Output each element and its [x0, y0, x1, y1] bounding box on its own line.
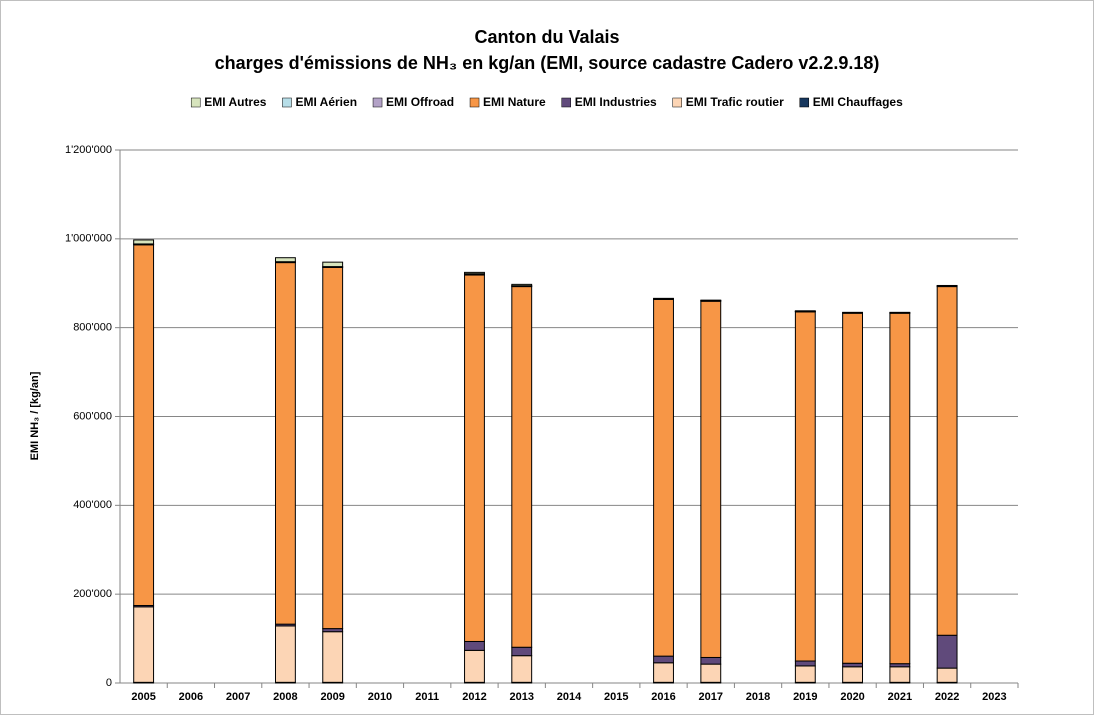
x-tick-label: 2019: [793, 691, 817, 703]
bar-segment: [464, 649, 485, 683]
bar-segment: [511, 655, 533, 683]
y-tick-label: 400'000: [73, 499, 112, 511]
legend-label: EMI Nature: [483, 95, 546, 109]
bar-segment: [133, 244, 155, 606]
bar-segment: [322, 266, 344, 630]
bar-segment: [133, 239, 155, 245]
y-tick-label: 1'000'000: [65, 233, 112, 245]
y-tick-label: 1'200'000: [65, 144, 112, 156]
bar-segment: [794, 660, 816, 667]
bar-segment: [653, 298, 674, 657]
bar-segment: [936, 634, 958, 669]
bar-segment: [700, 300, 722, 658]
x-tick-label: 2010: [368, 691, 392, 703]
bar-segment: [700, 663, 722, 683]
x-tick-label: 2023: [982, 691, 1006, 703]
bar-segment: [842, 662, 864, 668]
x-tick-label: 2006: [179, 691, 203, 703]
x-tick-label: 2013: [509, 691, 533, 703]
bar-segment: [511, 286, 533, 648]
y-tick-label: 600'000: [73, 410, 112, 422]
legend-label: EMI Aérien: [295, 95, 357, 109]
legend-label: EMI Industries: [575, 95, 657, 109]
bar-segment: [464, 640, 485, 651]
chart-title: Canton du Valais: [474, 27, 619, 47]
bar-segment: [842, 666, 864, 683]
legend-label: EMI Trafic routier: [686, 95, 784, 109]
legend-swatch: [799, 97, 810, 108]
bar-segment: [464, 271, 485, 275]
bar-segment: [889, 312, 911, 665]
x-tick-label: 2015: [604, 691, 628, 703]
x-tick-label: 2014: [557, 691, 582, 703]
bar-segment: [274, 262, 296, 625]
bar-segment: [842, 312, 864, 664]
x-tick-label: 2020: [840, 691, 864, 703]
x-tick-label: 2016: [651, 691, 675, 703]
x-tick-label: 2021: [888, 691, 912, 703]
bar-segment: [889, 666, 911, 683]
bar-segment: [322, 631, 344, 683]
legend-swatch: [672, 97, 682, 108]
bar-segment: [464, 274, 485, 642]
bar-segment: [794, 665, 816, 683]
bar-segment: [274, 625, 296, 683]
bar-segment: [653, 662, 674, 683]
legend-label: EMI Chauffages: [813, 95, 903, 109]
bar-segment: [133, 606, 155, 683]
bar-segment: [936, 286, 958, 636]
y-axis-label: EMI NH₃ / [kg/an]: [29, 371, 41, 460]
x-tick-label: 2008: [273, 691, 297, 703]
bar-segment: [936, 667, 958, 683]
bar-segment: [794, 311, 816, 662]
bar-segment: [511, 283, 533, 287]
chart-subtitle: charges d'émissions de NH₃ en kg/an (EMI…: [215, 53, 880, 73]
legend-label: EMI Autres: [204, 95, 267, 109]
x-tick-label: 2022: [935, 691, 959, 703]
legend-swatch: [282, 97, 292, 108]
legend-label: EMI Offroad: [386, 95, 454, 109]
legend-swatch: [561, 97, 571, 108]
x-tick-label: 2005: [131, 691, 155, 703]
legend-swatch: [190, 97, 201, 108]
bar-segment: [700, 656, 722, 665]
legend-swatch: [372, 97, 383, 108]
legend-swatch: [469, 97, 480, 108]
y-tick-label: 200'000: [73, 588, 112, 600]
bar-segment: [322, 261, 344, 268]
x-tick-label: 2009: [320, 691, 344, 703]
bar-segment: [274, 257, 296, 263]
bar-segment: [653, 655, 674, 664]
bar-segment: [511, 646, 533, 657]
x-tick-label: 2012: [462, 691, 486, 703]
y-tick-label: 800'000: [73, 322, 112, 334]
x-tick-label: 2017: [699, 691, 723, 703]
x-tick-label: 2011: [415, 691, 439, 703]
x-tick-label: 2007: [226, 691, 250, 703]
x-tick-label: 2018: [746, 691, 770, 703]
y-tick-label: 0: [106, 677, 112, 689]
